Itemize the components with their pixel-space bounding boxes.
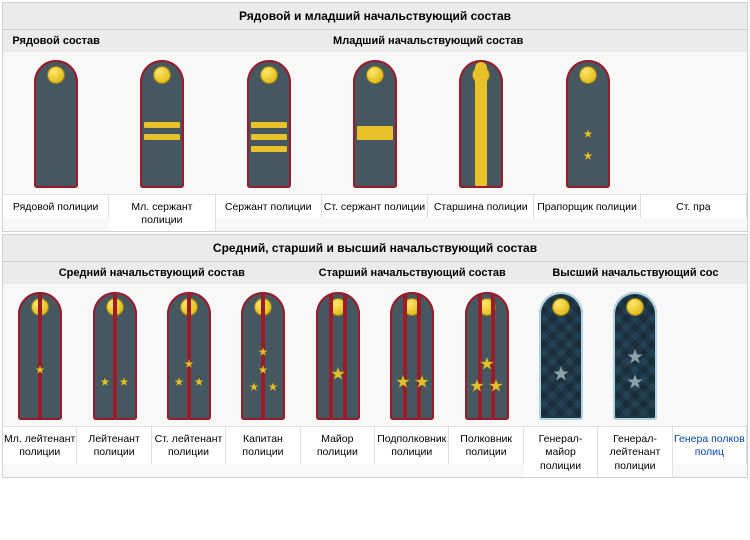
board-button [367,67,383,83]
rank-cell: Генерал-лейтенант полиции [598,292,672,476]
group-header: Высший начальствующий сос [524,261,747,284]
shoulder-board [459,60,503,188]
rank-label: Ст. сержант полиции [322,194,428,218]
shoulder-board [167,292,211,420]
rank-star [194,377,204,387]
shoulder-board [566,60,610,188]
shoulder-board [18,292,62,420]
rank-cell: Генерал-майор полиции [524,292,598,476]
rank-cell: Лейтенант полиции [77,292,151,476]
rank-label: Мл. сержант полиции [109,194,215,231]
rank-star [469,379,484,394]
rank-label: Подполковник полиции [375,426,449,463]
board-button [627,299,643,315]
rank-star [100,377,110,387]
rank-star [489,379,504,394]
rank-star [414,375,429,390]
panel-enlisted: Рядовой и младший начальствующий состав … [2,2,748,232]
rank-label: Генерал-майор полиции [524,426,598,476]
shoulder-board [465,292,509,420]
board-button [48,67,64,83]
rank-cell: Сержант полиции [216,60,322,231]
rank-label: Старшина полиции [428,194,534,218]
rank-label: Рядовой полиции [3,194,109,218]
rank-star [184,359,194,369]
shoulder-board [247,60,291,188]
rank-star [268,382,278,392]
group-header: Рядовой состав [3,29,109,52]
rank-label: Ст. пра [641,194,747,218]
rank-star [174,377,184,387]
group-header: Младший начальствующий состав [109,29,747,52]
board-button [580,67,596,83]
panel-enlisted-title: Рядовой и младший начальствующий состав [3,3,747,29]
panel1-group-headers: Рядовой составМладший начальствующий сос… [3,29,747,52]
rank-label: Прапорщик полиции [534,194,640,218]
shoulder-board [316,292,360,420]
rank-label: Генерал-лейтенант полиции [598,426,672,476]
rank-star [35,365,45,375]
rank-cell: Подполковник полиции [375,292,449,476]
panel2-ranks-row: Мл. лейтенант полицииЛейтенант полицииСт… [3,284,747,476]
rank-cell: Капитан полиции [226,292,300,476]
shoulder-board [140,60,184,188]
board-button [553,299,569,315]
rank-star [552,365,570,383]
rank-star [330,367,345,382]
shoulder-board [241,292,285,420]
group-header: Старший начальствующий состав [301,261,524,284]
panel-officers: Средний, старший и высший начальствующий… [2,234,748,477]
rank-cell: Старшина полиции [428,60,534,231]
rank-star [626,348,644,366]
shoulder-board [353,60,397,188]
shoulder-board [539,292,583,420]
rank-cell: Ст. сержант полиции [322,60,428,231]
board-button [154,67,170,83]
shoulder-board [613,292,657,420]
rank-label: Майор полиции [301,426,375,463]
rank-label: Сержант полиции [216,194,322,218]
shoulder-board [93,292,137,420]
rank-cell: Рядовой полиции [3,60,109,231]
rank-cell: Ст. пра [641,60,747,231]
rank-star [395,375,410,390]
rank-cell: Прапорщик полиции [534,60,640,231]
rank-label: Полковник полиции [449,426,523,463]
rank-cell: Майор полиции [301,292,375,476]
rank-star [626,373,644,391]
rank-label: Мл. лейтенант полиции [3,426,77,463]
shoulder-board [390,292,434,420]
panel2-group-headers: Средний начальствующий составСтарший нач… [3,261,747,284]
rank-star [249,382,259,392]
rank-cell: Генера полков полиц [673,292,747,476]
rank-label: Капитан полиции [226,426,300,463]
rank-star [258,347,268,357]
rank-label: Ст. лейтенант полиции [152,426,226,463]
rank-cell: Полковник полиции [449,292,523,476]
panel1-ranks-row: Рядовой полицииМл. сержант полицииСержан… [3,52,747,231]
shoulder-board [34,60,78,188]
board-button [261,67,277,83]
group-header: Средний начальствующий состав [3,261,301,284]
rank-label[interactable]: Генера полков полиц [673,426,747,463]
rank-cell: Мл. сержант полиции [109,60,215,231]
panel-officers-title: Средний, старший и высший начальствующий… [3,235,747,261]
rank-cell: Мл. лейтенант полиции [3,292,77,476]
rank-star [119,377,129,387]
rank-star [479,357,494,372]
rank-star [258,365,268,375]
rank-label: Лейтенант полиции [77,426,151,463]
rank-cell: Ст. лейтенант полиции [152,292,226,476]
